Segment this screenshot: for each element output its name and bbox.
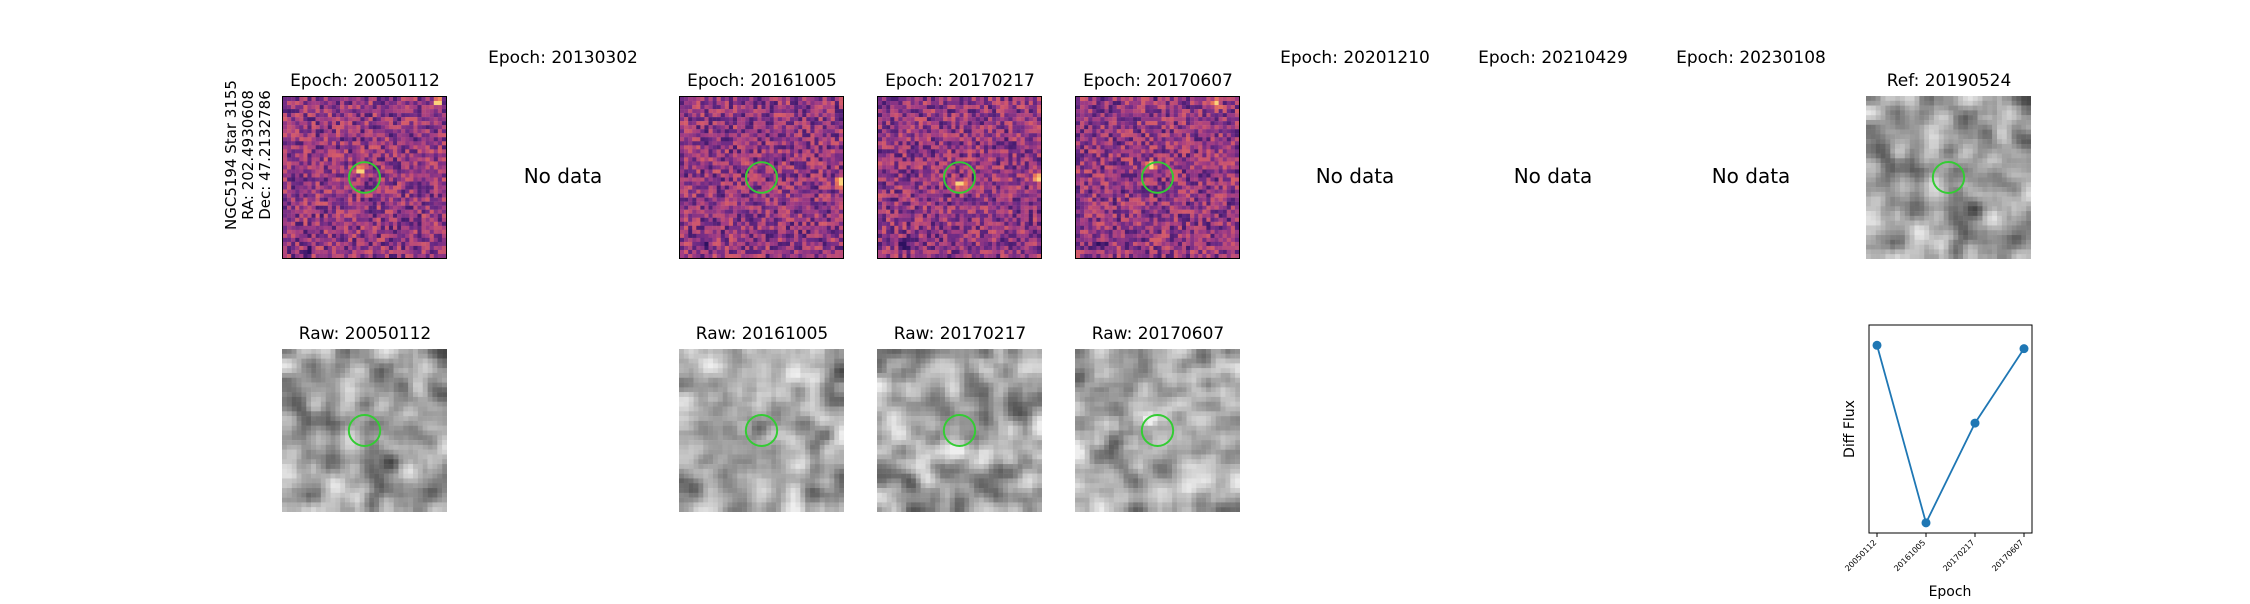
x-tick-label-3: 20170607: [1990, 538, 2025, 573]
data-point-1: [1922, 518, 1931, 527]
diff-image-2: [680, 97, 843, 258]
diff-image-0: [283, 97, 446, 258]
raw-cutout-3: [1075, 349, 1240, 512]
data-point-2: [1971, 419, 1980, 428]
raw-image-0: [282, 349, 447, 512]
epoch-title-0: Epoch: 20050112: [290, 73, 440, 90]
star-info-label: NGC5194 Star 3155 RA: 202.4930608 Dec: 4…: [222, 60, 282, 250]
raw-title-0: Raw: 20050112: [299, 326, 432, 343]
no-data-text-7: No data: [1712, 166, 1791, 186]
raw-cutout-0: [282, 349, 447, 512]
x-axis-label: Epoch: [1929, 584, 1972, 600]
epoch-cutout-2: [679, 96, 844, 259]
reference-cutout: [1866, 96, 2031, 259]
no-data-text-5: No data: [1316, 166, 1395, 186]
star-ra: RA: 202.4930608: [239, 90, 257, 220]
no-data-text-6: No data: [1514, 166, 1593, 186]
epoch-cutout-4: [1075, 96, 1240, 259]
raw-title-3: Raw: 20170607: [1092, 326, 1225, 343]
series-line: [1877, 345, 2024, 523]
star-name: NGC5194 Star 3155: [222, 80, 240, 230]
raw-cutout-1: [679, 349, 844, 512]
data-point-0: [1873, 341, 1882, 350]
raw-cutout-2: [877, 349, 1042, 512]
epoch-title-3: Epoch: 20170217: [885, 73, 1035, 90]
raw-image-1: [679, 349, 844, 512]
epoch-title-4: Epoch: 20170607: [1083, 73, 1233, 90]
data-point-3: [2020, 344, 2029, 353]
plot-frame: [1869, 325, 2032, 533]
x-tick-label-1: 20161005: [1892, 538, 1927, 573]
epoch-title-2: Epoch: 20161005: [687, 73, 837, 90]
epoch-title-6: Epoch: 20210429: [1478, 50, 1628, 67]
raw-title-1: Raw: 20161005: [696, 326, 829, 343]
diff-image-4: [1076, 97, 1239, 258]
x-tick-label-0: 20050112: [1843, 538, 1878, 573]
reference-image: [1866, 96, 2031, 259]
diff-image-3: [878, 97, 1041, 258]
raw-title-2: Raw: 20170217: [894, 326, 1027, 343]
epoch-title-7: Epoch: 20230108: [1676, 50, 1826, 67]
raw-image-3: [1075, 349, 1240, 512]
epoch-title-1: Epoch: 20130302: [488, 50, 638, 67]
x-tick-label-2: 20170217: [1941, 538, 1976, 573]
reference-title: Ref: 20190524: [1887, 73, 2012, 90]
epoch-title-5: Epoch: 20201210: [1280, 50, 1430, 67]
no-data-text-1: No data: [524, 166, 603, 186]
raw-image-2: [877, 349, 1042, 512]
y-axis-label: Diff Flux: [1842, 400, 1858, 458]
epoch-cutout-0: [282, 96, 447, 259]
epoch-cutout-3: [877, 96, 1042, 259]
star-dec: Dec: 47.2132786: [256, 90, 274, 220]
